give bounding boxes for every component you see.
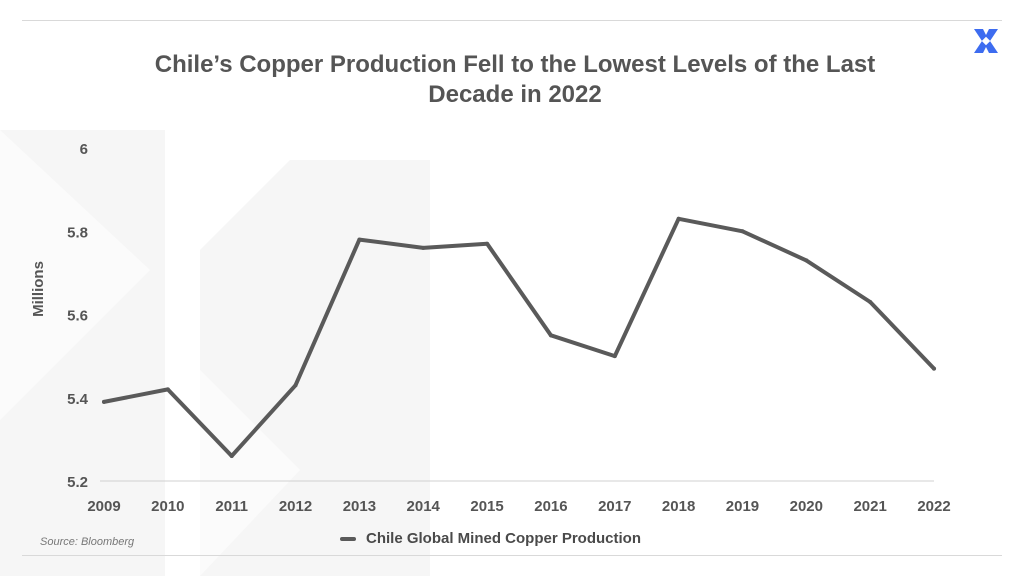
- top-divider: [22, 20, 1002, 21]
- data-point: [548, 333, 553, 338]
- data-point: [293, 383, 298, 388]
- x-tick-label: 2011: [215, 498, 248, 515]
- chart-legend: Chile Global Mined Copper Production: [340, 530, 641, 547]
- x-tick-label: 2020: [790, 498, 823, 515]
- y-tick-label: 5.2: [67, 474, 88, 491]
- data-point: [804, 258, 809, 263]
- y-axis-label: Millions: [30, 261, 47, 317]
- data-point: [357, 237, 362, 242]
- x-tick-label: 2018: [662, 498, 695, 515]
- y-tick-label: 6: [80, 141, 88, 158]
- x-tick-label: 2017: [598, 498, 631, 515]
- x-tick-label: 2015: [470, 498, 503, 515]
- data-point: [421, 245, 426, 250]
- chart-title: Chile’s Copper Production Fell to the Lo…: [120, 50, 910, 110]
- x-tick-label: 2010: [151, 498, 184, 515]
- data-point: [612, 354, 617, 359]
- data-point: [165, 387, 170, 392]
- x-tick-label: 2019: [726, 498, 759, 515]
- y-tick-label: 5.6: [67, 308, 88, 325]
- x-tick-label: 2014: [407, 498, 441, 515]
- chart-title-line-2: Decade in 2022: [428, 81, 602, 108]
- x-tick-label: 2022: [917, 498, 950, 515]
- bottom-divider: [22, 555, 1002, 556]
- data-point: [868, 300, 873, 305]
- series-line: [102, 216, 936, 458]
- legend-label: Chile Global Mined Copper Production: [366, 530, 642, 547]
- data-point: [485, 241, 490, 246]
- x-tick-label: 2012: [279, 498, 312, 515]
- data-point: [740, 229, 745, 234]
- x-tick-label: 2021: [853, 498, 886, 515]
- data-point: [932, 366, 936, 371]
- data-point: [229, 454, 234, 459]
- source-note: Source: Bloomberg: [40, 536, 135, 548]
- data-point: [676, 216, 681, 221]
- chart-title-line-1: Chile’s Copper Production Fell to the Lo…: [154, 51, 876, 78]
- y-tick-label: 5.4: [67, 391, 89, 408]
- brand-x-logo-icon: [974, 29, 998, 53]
- data-point: [102, 399, 106, 404]
- legend-swatch-icon: [340, 536, 356, 541]
- y-tick-label: 5.8: [67, 224, 88, 241]
- x-tick-label: 2016: [534, 498, 567, 515]
- x-tick-label: 2009: [87, 498, 120, 515]
- x-tick-label: 2013: [343, 498, 376, 515]
- background-watermark-icon: [0, 130, 430, 576]
